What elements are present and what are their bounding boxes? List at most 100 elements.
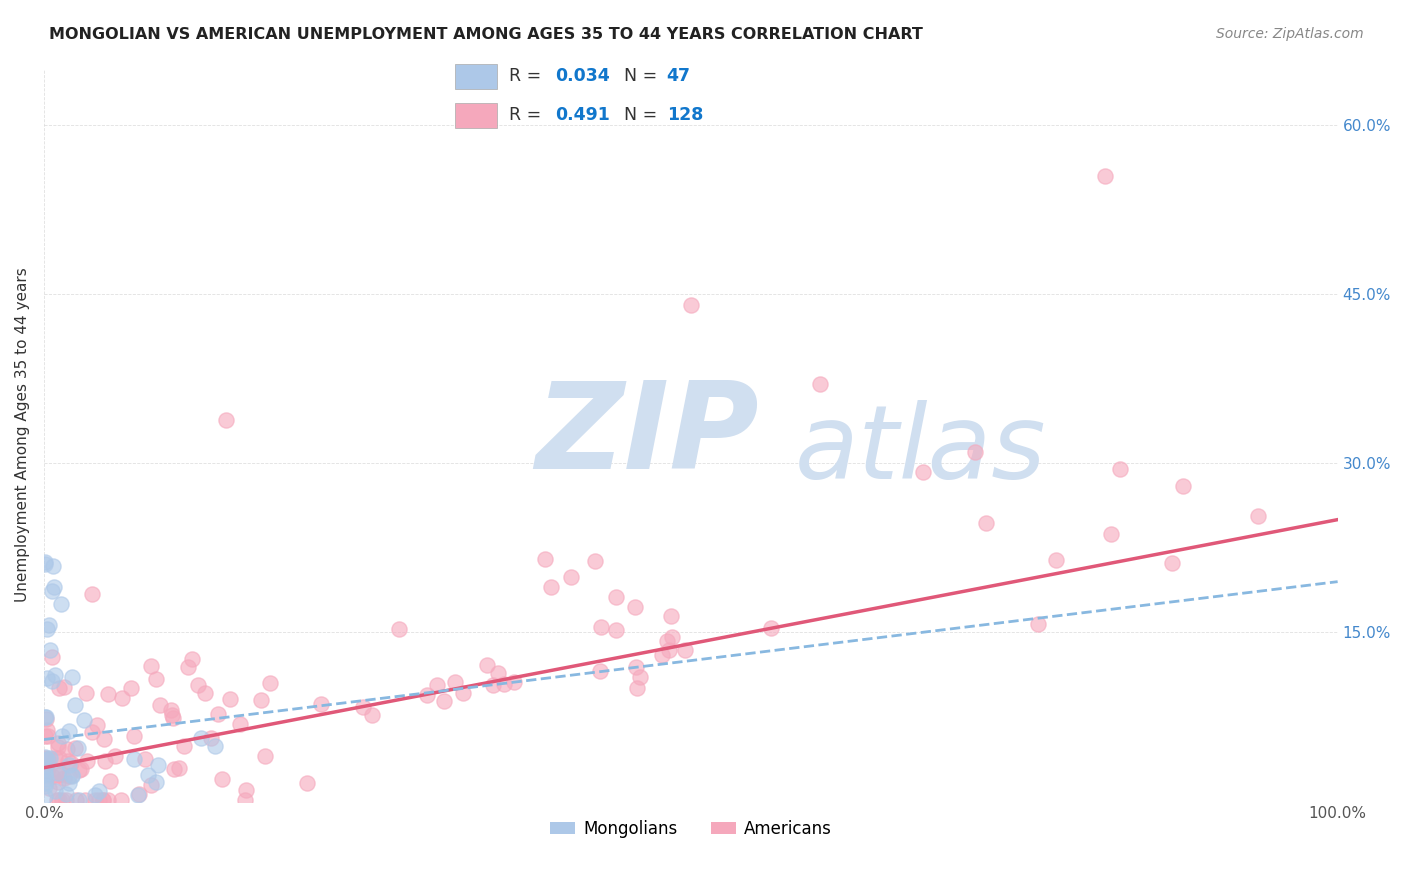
Americans — [215, 412, 238, 426]
Americans — [503, 675, 526, 690]
Americans — [661, 630, 683, 644]
Mongolians — [89, 783, 111, 797]
Americans — [76, 755, 98, 769]
Americans — [37, 729, 59, 743]
Mongolians — [34, 776, 56, 790]
Americans — [128, 787, 150, 801]
Bar — [456, 103, 498, 128]
Mongolians — [60, 669, 83, 683]
Text: N =: N = — [624, 106, 664, 124]
Americans — [34, 730, 56, 744]
Americans — [86, 718, 108, 732]
Mongolians — [34, 768, 56, 782]
Americans — [187, 678, 209, 692]
Mongolians — [34, 557, 56, 571]
Americans — [75, 686, 97, 700]
Americans — [219, 691, 242, 706]
Americans — [91, 793, 114, 807]
Americans — [159, 703, 181, 717]
Americans — [84, 793, 107, 807]
Mongolians — [34, 765, 56, 780]
Americans — [560, 570, 582, 584]
Americans — [1045, 552, 1067, 566]
Mongolians — [84, 789, 107, 803]
Text: 47: 47 — [666, 68, 690, 86]
Text: Source: ZipAtlas.com: Source: ZipAtlas.com — [1216, 27, 1364, 41]
Americans — [162, 711, 184, 725]
Americans — [605, 623, 627, 637]
Americans — [451, 685, 474, 699]
Mongolians — [35, 672, 58, 686]
Americans — [628, 670, 651, 684]
Mongolians — [44, 668, 66, 682]
Text: R =: R = — [509, 68, 547, 86]
Americans — [361, 707, 384, 722]
Americans — [659, 609, 682, 624]
Mongolians — [34, 761, 56, 775]
Americans — [37, 764, 59, 778]
Mongolians — [38, 618, 60, 632]
Americans — [259, 675, 281, 690]
Americans — [444, 675, 467, 690]
Americans — [44, 751, 66, 765]
Americans — [540, 580, 562, 594]
Americans — [426, 677, 449, 691]
Americans — [56, 754, 79, 768]
Americans — [211, 772, 233, 786]
Americans — [163, 763, 186, 777]
Mongolians — [46, 765, 69, 780]
Mongolians — [34, 749, 56, 764]
Mongolians — [124, 751, 146, 765]
Americans — [589, 664, 612, 678]
Americans — [80, 587, 103, 601]
Americans — [254, 748, 277, 763]
Legend: Mongolians, Americans: Mongolians, Americans — [543, 814, 838, 845]
Text: 0.034: 0.034 — [555, 68, 609, 86]
Mongolians — [136, 767, 159, 781]
Americans — [139, 659, 162, 673]
Americans — [1171, 479, 1194, 493]
Americans — [58, 769, 80, 783]
Americans — [35, 723, 58, 738]
Americans — [97, 793, 120, 807]
Americans — [89, 793, 111, 807]
Americans — [235, 782, 257, 797]
Americans — [655, 634, 678, 648]
Americans — [97, 687, 120, 701]
Americans — [145, 672, 167, 686]
Americans — [624, 659, 647, 673]
Americans — [49, 767, 72, 781]
Mongolians — [39, 751, 62, 765]
Mongolians — [58, 758, 80, 772]
Y-axis label: Unemployment Among Ages 35 to 44 years: Unemployment Among Ages 35 to 44 years — [15, 268, 30, 602]
Mongolians — [49, 597, 72, 611]
Americans — [34, 752, 56, 766]
Americans — [53, 771, 76, 785]
Americans — [65, 793, 87, 807]
Americans — [122, 730, 145, 744]
Mongolians — [35, 752, 58, 766]
Americans — [34, 750, 56, 764]
Americans — [1160, 556, 1182, 570]
Mongolians — [34, 789, 56, 803]
Mongolians — [39, 643, 62, 657]
Americans — [626, 681, 648, 696]
Americans — [149, 698, 172, 713]
Text: ZIP: ZIP — [536, 376, 759, 493]
Americans — [229, 716, 252, 731]
Americans — [250, 693, 273, 707]
Mongolians — [34, 710, 56, 724]
Americans — [48, 681, 70, 695]
Americans — [589, 620, 612, 634]
Americans — [48, 740, 70, 755]
Americans — [69, 762, 91, 776]
Americans — [160, 708, 183, 723]
Mongolians — [34, 555, 56, 569]
Americans — [56, 742, 79, 756]
Americans — [82, 725, 104, 739]
Americans — [67, 763, 90, 777]
Text: N =: N = — [624, 68, 664, 86]
Americans — [48, 750, 70, 764]
Mongolians — [55, 787, 77, 801]
Mongolians — [35, 772, 58, 786]
